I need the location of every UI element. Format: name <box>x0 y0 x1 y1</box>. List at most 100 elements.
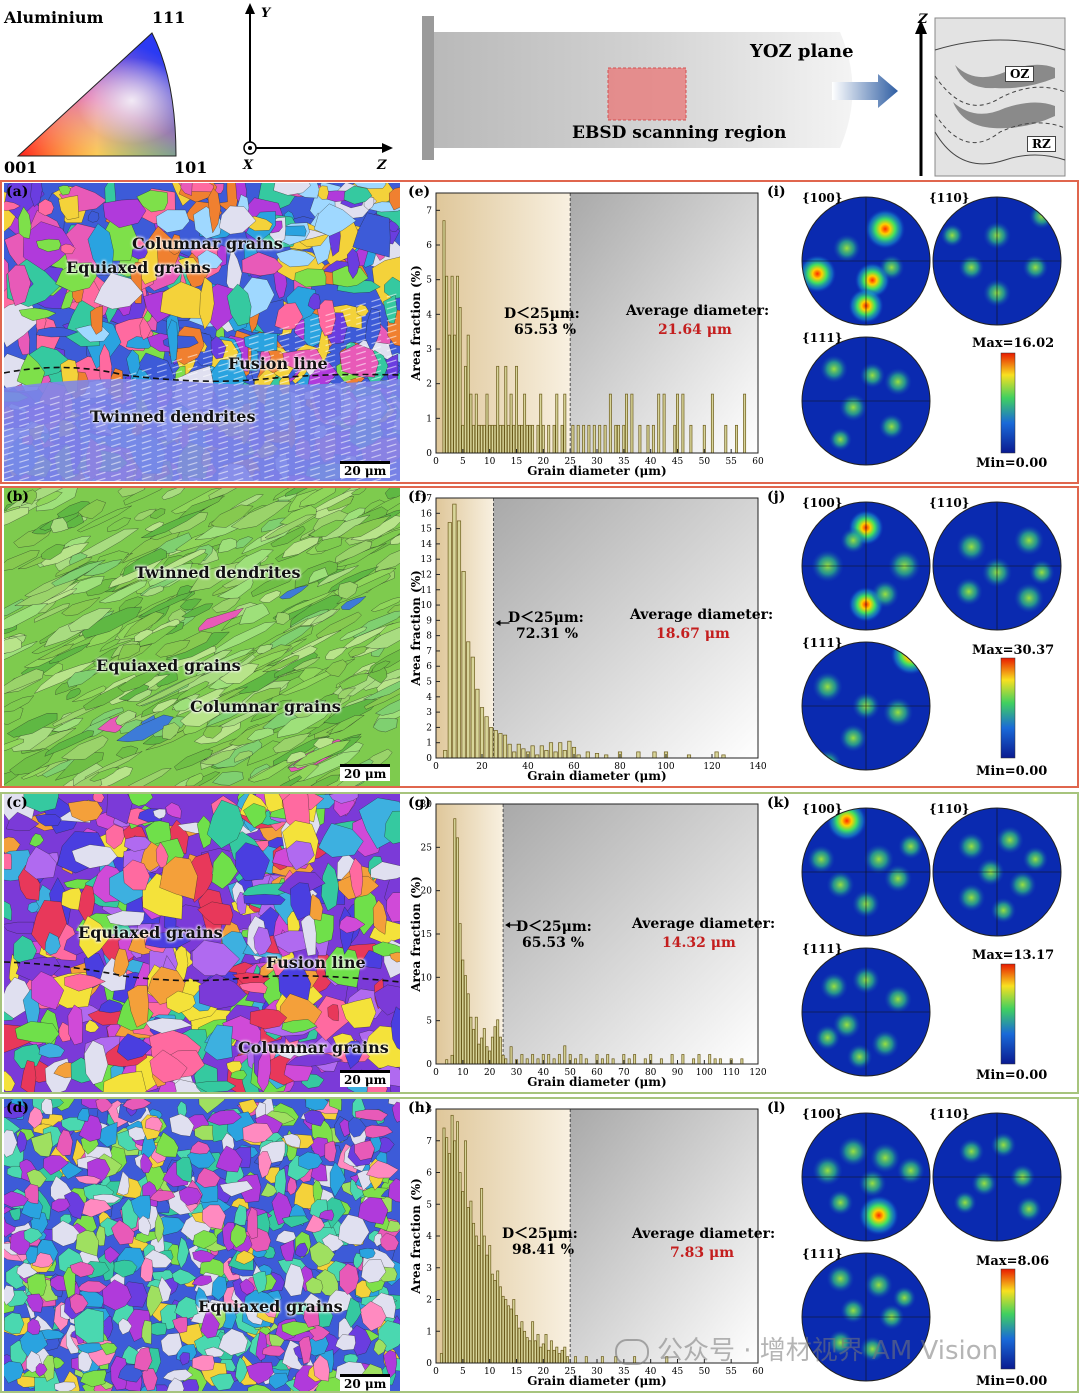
histogram-bar <box>689 424 693 454</box>
histogram-bar <box>488 424 492 454</box>
pf-max-k: Max=13.17 <box>972 948 1055 963</box>
histogram-bar <box>531 1054 535 1065</box>
y-tick-label: 0 <box>426 449 432 459</box>
histogram-bar <box>456 837 459 1065</box>
pole-spot <box>832 1010 861 1039</box>
histogram-bar <box>450 1054 454 1065</box>
panel-tag-l: (l) <box>767 1100 786 1116</box>
d25-value-e: 65.53 % <box>514 322 577 338</box>
x-tick-label: 120 <box>703 762 720 772</box>
histogram-bar <box>474 393 478 454</box>
histogram-bar <box>594 753 600 759</box>
pf-max-i: Max=16.02 <box>972 336 1055 351</box>
ebsd-image-c <box>4 794 400 1092</box>
x-tick-label: 20 <box>538 1367 550 1377</box>
panel-tag-e: (e) <box>408 184 431 200</box>
y-tick-label: 3 <box>426 345 432 355</box>
axis-z-label: Z <box>377 158 387 173</box>
pole-spot <box>882 697 914 728</box>
histogram-bar <box>453 334 457 454</box>
histogram-bar <box>470 656 475 759</box>
histogram-bar <box>673 424 677 454</box>
pole-spot <box>878 254 905 281</box>
histogram-bar <box>652 751 657 759</box>
histogram-bar <box>485 1254 489 1364</box>
x-tick-label: 10 <box>484 1367 496 1377</box>
histogram-bar <box>452 503 457 759</box>
pole-spot <box>826 870 855 899</box>
histogram-bar <box>477 424 481 454</box>
fusion-line <box>4 366 400 383</box>
pole-spot <box>871 580 900 609</box>
histogram-bar <box>450 1114 454 1364</box>
pole-spot <box>990 1132 1017 1158</box>
histogram-bar <box>536 1058 540 1065</box>
scan-region-label: EBSD scanning region <box>572 123 787 143</box>
pole-spot <box>865 209 906 249</box>
pole-spot <box>1029 559 1055 586</box>
x-tick-label: 10 <box>484 457 496 467</box>
x-tick-label: 50 <box>564 1068 576 1078</box>
pole-spot <box>971 1170 997 1197</box>
histogram-bar <box>558 742 563 759</box>
avg-value-e: 21.64 μm <box>658 322 732 338</box>
x-tick-label: 55 <box>725 1367 737 1377</box>
histogram-bar <box>544 750 549 759</box>
histogram-bar <box>447 1153 451 1364</box>
y-tick-label: 30 <box>421 800 433 810</box>
histogram-bar <box>461 1191 465 1364</box>
panel-tag-g: (g) <box>408 795 432 811</box>
histogram-bar <box>461 959 465 1065</box>
y-tick-label: 9 <box>426 616 432 626</box>
panel-tag-k: (k) <box>767 795 790 811</box>
pole-spot <box>884 864 912 893</box>
pole-figure-j: {100} {110} {111} <box>801 496 1062 771</box>
y-tick-label: 10 <box>421 601 433 611</box>
pole-figure-disc <box>933 1113 1061 1241</box>
specimen-plate: YOZ plane EBSD scanning region <box>420 10 920 170</box>
x-tick-label: 110 <box>723 1068 740 1078</box>
d25-label-h: D＜25μm: <box>502 1226 578 1242</box>
y-tick-label: 5 <box>426 678 432 688</box>
x-tick-label: 15 <box>511 1367 523 1377</box>
histogram-bar <box>651 424 655 454</box>
pole-spot <box>840 527 866 554</box>
histogram-bar <box>504 365 508 454</box>
y-tick-label: 7 <box>426 206 432 216</box>
histogram-bar <box>563 1045 567 1065</box>
histogram-bar <box>670 1054 674 1065</box>
d25-plus-region <box>493 498 758 758</box>
x-tick-label: 0 <box>433 762 439 772</box>
colorbar <box>1000 657 1016 759</box>
histogram-bar <box>566 1356 569 1364</box>
x-tick-label: 60 <box>591 1068 603 1078</box>
pole-figure-disc <box>802 1253 930 1381</box>
x-tick-label: 45 <box>672 1367 684 1377</box>
ebsd-b-label-3: Columnar grains <box>190 697 341 716</box>
y-tick-label: 13 <box>421 555 433 565</box>
pole-spot <box>814 1024 841 1051</box>
pole-figure-disc <box>802 337 930 465</box>
y-tick-label: 15 <box>421 930 433 940</box>
histogram-bar <box>662 393 666 454</box>
weld-layer-icon <box>915 17 1066 177</box>
histogram-bar <box>646 424 650 454</box>
histogram-bar <box>501 1054 505 1065</box>
pole-spot <box>884 367 912 396</box>
x-tick-label: 0 <box>433 1367 439 1377</box>
histogram-bar <box>563 1346 567 1364</box>
y-tick-label: 12 <box>421 570 432 580</box>
pole-spot <box>1016 1196 1042 1222</box>
pole-figure-disc <box>933 808 1061 936</box>
histogram-bar <box>466 993 470 1065</box>
pole-label: {110} <box>929 191 969 205</box>
colorbar <box>1000 963 1016 1065</box>
pole-figure-disc <box>802 197 930 325</box>
y-tick-label: 5 <box>426 1200 432 1210</box>
histogram-bar <box>530 745 535 759</box>
pf-min-i: Min=0.00 <box>976 456 1048 471</box>
panel-tag-h: (h) <box>408 1100 432 1116</box>
pole-label: {100} <box>802 191 842 205</box>
histogram-bar <box>563 393 567 454</box>
